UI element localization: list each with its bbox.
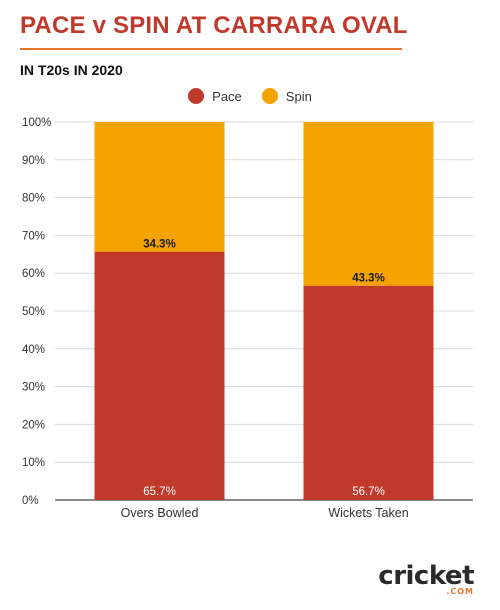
cricket-com-logo: cricket .COM	[378, 563, 474, 596]
chart-subtitle: IN T20s IN 2020	[20, 62, 123, 78]
legend-item-spin: Spin	[261, 88, 312, 104]
y-tick-label: 40%	[22, 344, 45, 356]
x-tick-label: Overs Bowled	[121, 506, 199, 520]
y-tick-label: 30%	[22, 382, 45, 394]
legend-item-pace: Pace	[188, 88, 242, 104]
y-tick-label: 10%	[22, 457, 45, 469]
legend: Pace Spin	[0, 88, 500, 104]
logo-wordmark: cricket	[378, 561, 474, 591]
legend-swatch-pace	[188, 88, 205, 104]
data-label-spin: 43.3%	[352, 273, 385, 285]
title-underline	[20, 48, 402, 50]
y-tick-label: 80%	[22, 193, 45, 205]
bar-pace-1	[94, 251, 225, 500]
bar-spin-1	[94, 122, 225, 252]
x-tick-label: Wickets Taken	[328, 506, 408, 520]
bar-pace-2	[303, 285, 434, 500]
y-tick-label: 90%	[22, 155, 45, 167]
legend-label-pace: Pace	[212, 88, 242, 104]
y-tick-label: 0%	[22, 495, 39, 507]
chart-title: PACE v SPIN AT CARRARA OVAL	[20, 12, 408, 39]
legend-swatch-spin	[261, 88, 278, 104]
data-label-pace: 65.7%	[143, 486, 176, 498]
logo-domain: .COM	[446, 587, 474, 596]
y-tick-label: 100%	[22, 117, 51, 129]
data-label-pace: 56.7%	[352, 486, 385, 498]
y-tick-label: 70%	[22, 230, 45, 242]
legend-label-spin: Spin	[285, 88, 312, 104]
bar-spin-2	[303, 122, 434, 286]
y-tick-label: 60%	[22, 268, 45, 280]
data-label-spin: 34.3%	[143, 239, 176, 251]
y-tick-label: 20%	[22, 419, 45, 431]
y-tick-label: 50%	[22, 306, 45, 318]
